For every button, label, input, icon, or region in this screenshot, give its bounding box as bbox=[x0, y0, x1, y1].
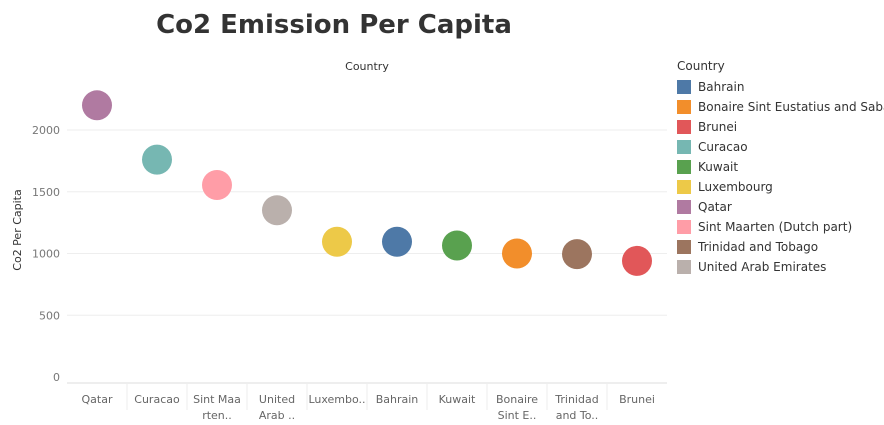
data-point[interactable] bbox=[322, 226, 352, 257]
grid-layer bbox=[67, 129, 667, 410]
legend-title: Country bbox=[677, 59, 725, 73]
data-point[interactable] bbox=[262, 195, 292, 226]
chart-title: Co2 Emission Per Capita bbox=[156, 10, 512, 40]
legend-item[interactable]: Bonaire Sint Eustatius and Saba bbox=[677, 97, 884, 117]
y-tick-label: 2000 bbox=[32, 124, 60, 137]
data-point[interactable] bbox=[562, 239, 592, 270]
data-point[interactable] bbox=[442, 230, 472, 261]
legend-label: Brunei bbox=[698, 120, 738, 134]
legend-item[interactable]: Qatar bbox=[677, 197, 884, 217]
y-tick-label: 1500 bbox=[32, 186, 60, 199]
x-tick-label: Bahrain bbox=[376, 393, 419, 406]
legend-label: United Arab Emirates bbox=[698, 260, 827, 274]
legend-swatch bbox=[677, 180, 691, 194]
y-tick-label: 1000 bbox=[32, 248, 60, 261]
legend-swatch bbox=[677, 220, 691, 234]
chart-plot: Country Co2 Per Capita 0500100015002000 … bbox=[11, 60, 667, 422]
data-point[interactable] bbox=[142, 144, 172, 175]
legend-swatch bbox=[677, 80, 691, 94]
data-point[interactable] bbox=[622, 245, 652, 276]
data-point[interactable] bbox=[202, 169, 232, 200]
x-tick-label: Qatar bbox=[82, 393, 113, 406]
legend-item[interactable]: Sint Maarten (Dutch part) bbox=[677, 217, 884, 237]
legend: Country Bahrain Bonaire Sint Eustatius an… bbox=[677, 59, 884, 277]
legend-swatch bbox=[677, 260, 691, 274]
legend-swatch bbox=[677, 140, 691, 154]
data-points bbox=[82, 90, 652, 276]
legend-item[interactable]: Bahrain bbox=[677, 77, 884, 97]
legend-label: Qatar bbox=[698, 200, 732, 214]
legend-item[interactable]: Curacao bbox=[677, 137, 884, 157]
data-point[interactable] bbox=[502, 238, 532, 269]
x-tick-label: Luxembo.. bbox=[308, 393, 365, 406]
x-tick-label: United Arab .. bbox=[259, 393, 295, 422]
y-tick-label: 500 bbox=[39, 309, 60, 322]
legend-item[interactable]: Brunei bbox=[677, 117, 884, 137]
legend-item[interactable]: Kuwait bbox=[677, 157, 884, 177]
x-tick-label: Curacao bbox=[134, 393, 180, 406]
legend-items: Bahrain Bonaire Sint Eustatius and Saba Br… bbox=[677, 77, 884, 277]
legend-item[interactable]: United Arab Emirates bbox=[677, 257, 884, 277]
legend-swatch bbox=[677, 200, 691, 214]
legend-label: Bahrain bbox=[698, 80, 745, 94]
legend-label: Sint Maarten (Dutch part) bbox=[698, 220, 853, 234]
column-header: Country bbox=[345, 60, 389, 73]
legend-item[interactable]: Trinidad and Tobago bbox=[677, 237, 884, 257]
y-tick-label: 0 bbox=[53, 371, 60, 384]
legend-label: Bonaire Sint Eustatius and Saba bbox=[698, 100, 884, 114]
legend-swatch bbox=[677, 100, 691, 114]
legend-swatch bbox=[677, 120, 691, 134]
legend-label: Curacao bbox=[698, 140, 748, 154]
legend-label: Trinidad and Tobago bbox=[698, 240, 819, 254]
x-tick-label: Kuwait bbox=[439, 393, 476, 406]
legend-label: Luxembourg bbox=[698, 180, 773, 194]
data-point[interactable] bbox=[82, 90, 112, 121]
x-tick-label: Brunei bbox=[619, 393, 655, 406]
legend-label: Kuwait bbox=[698, 160, 739, 174]
x-tick-label: Sint Maa rten.. bbox=[193, 393, 241, 422]
y-axis-label: Co2 Per Capita bbox=[11, 189, 24, 270]
x-tick-labels: Qatar Curacao Sint Maa rten.. United Arab .. L… bbox=[82, 393, 655, 422]
legend-item[interactable]: Luxembourg bbox=[677, 177, 884, 197]
legend-swatch bbox=[677, 160, 691, 174]
x-tick-label: Trinidad and To.. bbox=[554, 393, 598, 422]
data-point[interactable] bbox=[382, 226, 412, 257]
legend-swatch bbox=[677, 240, 691, 254]
x-tick-label: Bonaire Sint E.. bbox=[496, 393, 538, 422]
y-tick-labels: 0 500 1000 1500 2000 bbox=[32, 124, 60, 384]
